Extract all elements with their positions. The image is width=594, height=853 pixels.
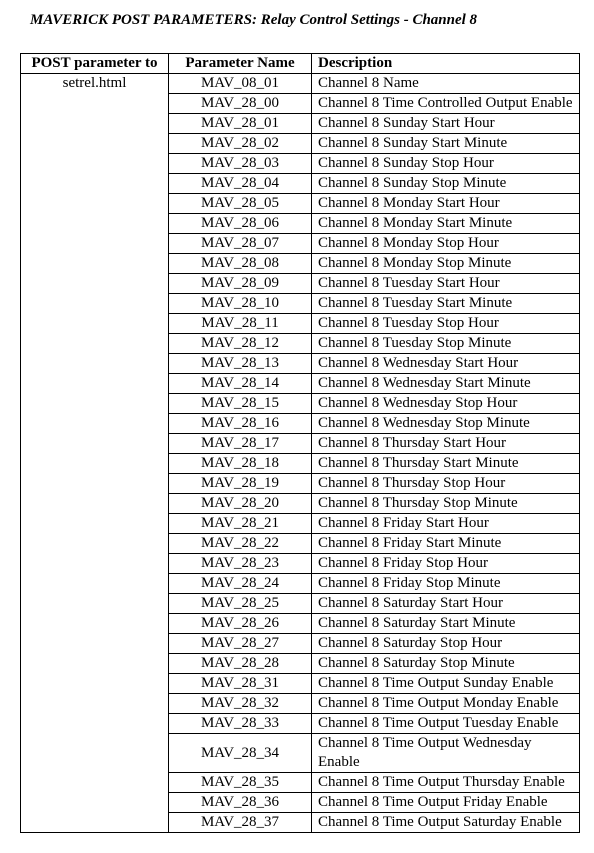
param-name-cell: MAV_28_01 [169, 114, 312, 134]
param-name-cell: MAV_28_17 [169, 434, 312, 454]
description-cell: Channel 8 Monday Start Hour [312, 194, 580, 214]
param-name-cell: MAV_28_27 [169, 634, 312, 654]
description-cell: Channel 8 Time Controlled Output Enable [312, 94, 580, 114]
description-cell: Channel 8 Wednesday Start Hour [312, 354, 580, 374]
description-cell: Channel 8 Time Output Friday Enable [312, 793, 580, 813]
param-name-cell: MAV_28_21 [169, 514, 312, 534]
parameters-table: POST parameter to Parameter Name Descrip… [20, 53, 580, 833]
description-cell: Channel 8 Saturday Start Minute [312, 614, 580, 634]
param-name-cell: MAV_28_22 [169, 534, 312, 554]
description-cell: Channel 8 Sunday Stop Hour [312, 154, 580, 174]
description-cell: Channel 8 Thursday Start Hour [312, 434, 580, 454]
description-cell: Channel 8 Time Output Saturday Enable [312, 813, 580, 833]
description-cell: Channel 8 Thursday Stop Minute [312, 494, 580, 514]
param-name-cell: MAV_28_32 [169, 694, 312, 714]
header-row: POST parameter to Parameter Name Descrip… [21, 54, 580, 74]
col-header-param: Parameter Name [169, 54, 312, 74]
param-name-cell: MAV_28_35 [169, 773, 312, 793]
table-row: setrel.htmlMAV_08_01Channel 8 Name [21, 74, 580, 94]
description-cell: Channel 8 Friday Stop Minute [312, 574, 580, 594]
param-name-cell: MAV_28_18 [169, 454, 312, 474]
description-cell: Channel 8 Tuesday Start Hour [312, 274, 580, 294]
description-cell: Channel 8 Tuesday Stop Hour [312, 314, 580, 334]
param-name-cell: MAV_28_07 [169, 234, 312, 254]
description-cell: Channel 8 Tuesday Start Minute [312, 294, 580, 314]
param-name-cell: MAV_28_06 [169, 214, 312, 234]
description-cell: Channel 8 Friday Stop Hour [312, 554, 580, 574]
param-name-cell: MAV_28_36 [169, 793, 312, 813]
description-cell: Channel 8 Wednesday Stop Minute [312, 414, 580, 434]
param-name-cell: MAV_28_00 [169, 94, 312, 114]
description-cell: Channel 8 Wednesday Start Minute [312, 374, 580, 394]
param-name-cell: MAV_28_34 [169, 734, 312, 773]
param-name-cell: MAV_08_01 [169, 74, 312, 94]
param-name-cell: MAV_28_16 [169, 414, 312, 434]
description-cell: Channel 8 Monday Stop Hour [312, 234, 580, 254]
param-name-cell: MAV_28_08 [169, 254, 312, 274]
col-header-post: POST parameter to [21, 54, 169, 74]
description-cell: Channel 8 Sunday Start Hour [312, 114, 580, 134]
param-name-cell: MAV_28_25 [169, 594, 312, 614]
param-name-cell: MAV_28_14 [169, 374, 312, 394]
description-cell: Channel 8 Tuesday Stop Minute [312, 334, 580, 354]
param-name-cell: MAV_28_26 [169, 614, 312, 634]
post-parameter-cell: setrel.html [21, 74, 169, 833]
param-name-cell: MAV_28_02 [169, 134, 312, 154]
param-name-cell: MAV_28_28 [169, 654, 312, 674]
param-name-cell: MAV_28_15 [169, 394, 312, 414]
param-name-cell: MAV_28_33 [169, 714, 312, 734]
param-name-cell: MAV_28_23 [169, 554, 312, 574]
description-cell: Channel 8 Thursday Start Minute [312, 454, 580, 474]
description-cell: Channel 8 Saturday Stop Hour [312, 634, 580, 654]
title-main: MAVERICK POST PARAMETERS: [30, 12, 257, 28]
param-name-cell: MAV_28_11 [169, 314, 312, 334]
description-cell: Channel 8 Monday Start Minute [312, 214, 580, 234]
param-name-cell: MAV_28_20 [169, 494, 312, 514]
description-cell: Channel 8 Thursday Stop Hour [312, 474, 580, 494]
description-cell: Channel 8 Time Output Tuesday Enable [312, 714, 580, 734]
page-title: MAVERICK POST PARAMETERS: Relay Control … [30, 12, 578, 29]
description-cell: Channel 8 Time Output Wednesday Enable [312, 734, 580, 773]
description-cell: Channel 8 Time Output Monday Enable [312, 694, 580, 714]
param-name-cell: MAV_28_13 [169, 354, 312, 374]
description-cell: Channel 8 Name [312, 74, 580, 94]
description-cell: Channel 8 Saturday Start Hour [312, 594, 580, 614]
param-name-cell: MAV_28_09 [169, 274, 312, 294]
description-cell: Channel 8 Wednesday Stop Hour [312, 394, 580, 414]
param-name-cell: MAV_28_31 [169, 674, 312, 694]
param-name-cell: MAV_28_04 [169, 174, 312, 194]
param-name-cell: MAV_28_19 [169, 474, 312, 494]
param-name-cell: MAV_28_10 [169, 294, 312, 314]
param-name-cell: MAV_28_12 [169, 334, 312, 354]
param-name-cell: MAV_28_24 [169, 574, 312, 594]
param-name-cell: MAV_28_03 [169, 154, 312, 174]
title-sub: Relay Control Settings - Channel 8 [257, 12, 477, 28]
description-cell: Channel 8 Sunday Stop Minute [312, 174, 580, 194]
description-cell: Channel 8 Friday Start Hour [312, 514, 580, 534]
description-cell: Channel 8 Time Output Thursday Enable [312, 773, 580, 793]
description-cell: Channel 8 Sunday Start Minute [312, 134, 580, 154]
param-name-cell: MAV_28_05 [169, 194, 312, 214]
col-header-desc: Description [312, 54, 580, 74]
description-cell: Channel 8 Time Output Sunday Enable [312, 674, 580, 694]
description-cell: Channel 8 Saturday Stop Minute [312, 654, 580, 674]
description-cell: Channel 8 Friday Start Minute [312, 534, 580, 554]
param-name-cell: MAV_28_37 [169, 813, 312, 833]
description-cell: Channel 8 Monday Stop Minute [312, 254, 580, 274]
